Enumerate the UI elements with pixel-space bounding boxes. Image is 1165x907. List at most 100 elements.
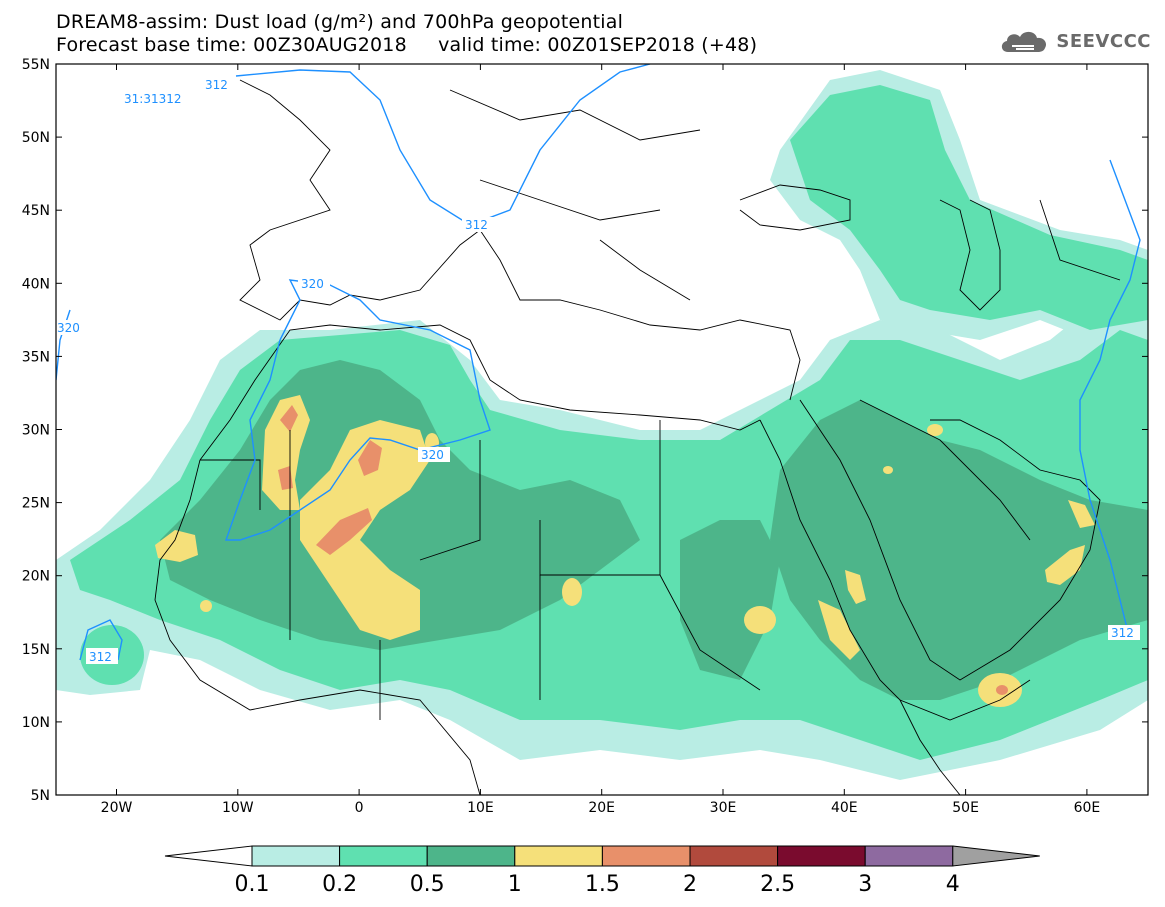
legend-max-arrow (952, 845, 1040, 867)
border-11 (599, 239, 691, 301)
legend-swatch (514, 845, 603, 867)
border-2 (419, 440, 481, 561)
dust-band-1-kuwait (927, 424, 943, 436)
dust-band-1-5-socotra (996, 685, 1008, 695)
dust-band-1-5-algeria (358, 440, 382, 476)
coast-west-africa (154, 459, 481, 795)
dust-band-1-oman (1045, 545, 1085, 585)
dust-band-1-sahara (300, 420, 430, 640)
legend-tick-label: 2 (683, 872, 697, 897)
contour-label: 312 (205, 78, 228, 92)
lat-tick-label: 10N (22, 715, 50, 731)
dust-band-1-5-mauritania (316, 508, 372, 555)
color-legend: 0.1 0.2 0.5 1 1.5 2 2.5 3 4 (164, 845, 1040, 897)
contour-312-north (235, 64, 651, 226)
latitude-axis: 55N 50N 45N 40N 35N 30N 25N 20N 15N 10N 5N (22, 57, 1148, 804)
lon-tick-label: 60E (1074, 800, 1101, 816)
legend-swatch (251, 845, 341, 867)
contour-label: 320 (301, 277, 324, 291)
border-12 (1039, 199, 1121, 281)
legend-tick-label: 2.5 (760, 872, 795, 897)
lat-tick-label: 40N (22, 276, 50, 292)
border-4 (200, 459, 261, 510)
contour-label-box: 320 (298, 276, 330, 291)
dust-band-1-oman-north (1068, 500, 1095, 528)
dust-band-0-5-east (770, 400, 1148, 700)
contour-312-west (79, 619, 123, 661)
coast-red-sea (759, 419, 1031, 721)
dust-band-1-sudan (744, 606, 776, 634)
contour-label-box: 312 (1108, 625, 1140, 640)
dust-band-1-eritrea (818, 600, 860, 660)
border-7 (659, 574, 761, 691)
legend-tick-label: 0.5 (410, 872, 445, 897)
contour-312-east (1079, 159, 1141, 641)
coast-europe-atlantic (239, 79, 801, 401)
lat-tick-label: 35N (22, 349, 50, 365)
lat-tick-label: 45N (22, 203, 50, 219)
contour-label: 31:31312 (124, 92, 182, 106)
dust-band-1-morocco (262, 395, 310, 510)
legend-swatch (339, 845, 428, 867)
dust-band-1-west (155, 530, 198, 562)
dust-band-1-mali (200, 600, 212, 612)
contour-320-africa (225, 279, 491, 541)
coast-caspian (939, 199, 1001, 311)
dust-band-0-5-mid (680, 520, 780, 680)
legend-tick-label: 0.2 (322, 872, 357, 897)
lat-tick-label: 55N (22, 57, 50, 73)
coast-arabia (799, 399, 1101, 681)
contour-label: 312 (89, 650, 112, 664)
contour-label: 320 (421, 448, 444, 462)
legend-tick-label: 1.5 (585, 872, 620, 897)
lat-tick-label: 20N (22, 569, 50, 585)
geopotential-contours (56, 64, 1141, 661)
border-5 (859, 399, 1031, 541)
chart-title: DREAM8-assim: Dust load (g/m²) and 700hP… (56, 11, 624, 33)
lat-tick-label: 25N (22, 496, 50, 512)
legend-swatch (689, 845, 779, 867)
contour-label-box: 312 (86, 648, 118, 664)
contour-label-box: 320 (56, 320, 80, 335)
dust-band-1-chad (562, 578, 582, 606)
coastlines (154, 79, 1121, 795)
lat-tick-label: 15N (22, 642, 50, 658)
brand-logo: SEEVCCC (998, 26, 1151, 56)
lon-tick-label: 0 (355, 800, 364, 816)
contour-label: 320 (57, 321, 80, 335)
brand-name: SEEVCCC (1056, 30, 1151, 52)
legend-tick-label: 1 (508, 872, 522, 897)
dust-band-1-ksa (883, 466, 893, 474)
dust-field (56, 64, 1148, 795)
legend-tick-label: 3 (858, 872, 872, 897)
dust-band-0-2-north (790, 85, 1148, 330)
legend-swatch (426, 845, 516, 867)
contour-label-box: 320 (418, 447, 450, 462)
cloud-logo-icon (1002, 31, 1047, 52)
lon-tick-label: 20E (588, 800, 615, 816)
contour-labels: 31:31312 312 312 320 320 320 312 312 (56, 78, 1140, 664)
legend-swatch (777, 845, 866, 867)
longitude-axis: 20W 10W 0 10E 20E 30E 40E 50E 60E (101, 64, 1101, 816)
legend-tick-label: 0.1 (235, 872, 270, 897)
border-10 (479, 179, 661, 221)
border-1 (539, 420, 661, 576)
lon-tick-label: 30E (710, 800, 737, 816)
legend-min-arrow (164, 845, 253, 867)
dust-band-1-yemen (845, 570, 866, 604)
dust-band-1-5-morocco (280, 405, 298, 432)
lon-tick-label: 40E (831, 800, 858, 816)
lon-tick-label: 50E (952, 800, 979, 816)
lon-tick-label: 20W (101, 800, 133, 816)
dust-band-1-5-morocco-south (278, 466, 293, 490)
coast-black-sea (739, 184, 851, 231)
lon-tick-label: 10W (222, 800, 254, 816)
contour-label: 312 (1111, 626, 1134, 640)
legend-swatch (864, 845, 954, 867)
contour-label-box: 312 (462, 217, 494, 232)
legend-tick-label: 4 (946, 872, 960, 897)
coast-north-africa (199, 324, 761, 461)
lat-tick-label: 5N (31, 788, 50, 804)
legend-swatch (601, 845, 691, 867)
